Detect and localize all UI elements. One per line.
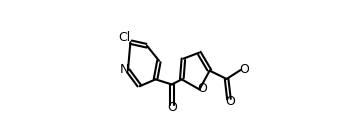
Text: O: O xyxy=(226,95,235,108)
Text: Cl: Cl xyxy=(118,31,130,44)
Text: O: O xyxy=(198,82,207,95)
Text: O: O xyxy=(240,63,249,76)
Text: O: O xyxy=(167,101,177,114)
Text: N: N xyxy=(119,63,129,76)
